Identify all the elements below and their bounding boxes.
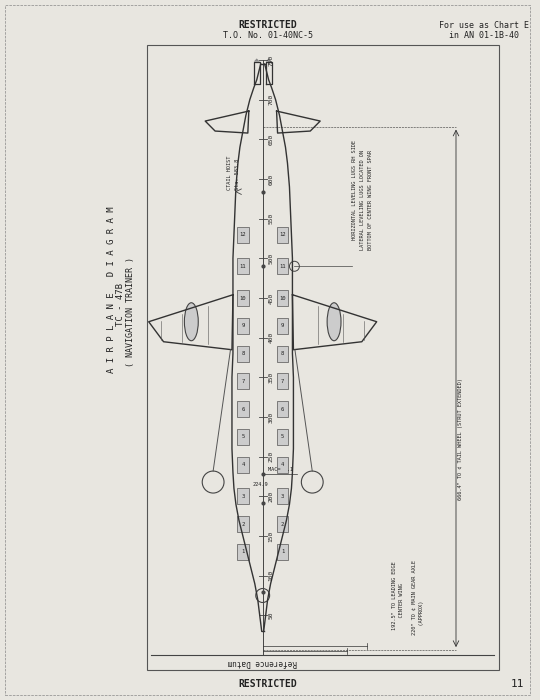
Text: HORIZONTAL LEVELING LUGS RH SIDE: HORIZONTAL LEVELING LUGS RH SIDE — [352, 140, 357, 240]
Text: 2: 2 — [281, 522, 284, 526]
Text: For use as Chart E: For use as Chart E — [439, 20, 529, 29]
Text: 650: 650 — [268, 134, 274, 145]
Bar — [237, 516, 249, 532]
Text: 9: 9 — [281, 323, 284, 328]
Bar — [276, 544, 288, 560]
Text: 4: 4 — [241, 462, 245, 467]
Text: 150: 150 — [268, 531, 274, 542]
Bar — [147, 45, 498, 670]
Text: 1: 1 — [241, 550, 245, 554]
Text: 750: 750 — [268, 55, 274, 66]
Text: 700: 700 — [268, 94, 274, 105]
Text: 500: 500 — [268, 253, 274, 264]
Text: 8: 8 — [241, 351, 245, 356]
Bar — [237, 258, 249, 274]
Bar — [276, 290, 288, 306]
Text: 11: 11 — [511, 679, 524, 689]
Text: 50: 50 — [268, 612, 274, 619]
Text: 9: 9 — [241, 323, 245, 328]
Bar — [237, 401, 249, 417]
Polygon shape — [254, 58, 260, 62]
Text: (APPROX): (APPROX) — [420, 601, 424, 635]
Text: 2: 2 — [241, 522, 245, 526]
Text: 600: 600 — [268, 174, 274, 185]
Bar — [237, 456, 249, 473]
Text: 5: 5 — [241, 434, 245, 440]
Text: 10: 10 — [240, 295, 246, 300]
Bar — [237, 489, 249, 504]
Text: 8: 8 — [281, 351, 284, 356]
Text: 11: 11 — [279, 264, 286, 269]
Text: RESTRICTED: RESTRICTED — [238, 679, 297, 689]
Text: TC - 47B: TC - 47B — [117, 284, 125, 326]
Text: 7: 7 — [281, 379, 284, 384]
Bar — [276, 456, 288, 473]
Text: 11: 11 — [240, 264, 246, 269]
Text: BOTTOM OF CENTER WING FRONT SPAR: BOTTOM OF CENTER WING FRONT SPAR — [368, 150, 373, 250]
Bar — [276, 258, 288, 274]
Text: 350: 350 — [268, 372, 274, 383]
Bar — [237, 544, 249, 560]
Text: 5: 5 — [281, 434, 284, 440]
Text: 4: 4 — [281, 462, 284, 467]
Bar — [237, 318, 249, 334]
Text: CENTER WING: CENTER WING — [400, 583, 404, 630]
Ellipse shape — [184, 302, 198, 341]
Text: 250: 250 — [268, 451, 274, 462]
Text: 6: 6 — [281, 407, 284, 412]
Text: 6: 6 — [241, 407, 245, 412]
Text: 10: 10 — [279, 295, 286, 300]
Bar — [237, 429, 249, 444]
Text: in AN 01-1B-40: in AN 01-1B-40 — [449, 31, 519, 39]
Text: A I R P L A N E   D I A G R A M: A I R P L A N E D I A G R A M — [106, 206, 116, 373]
Text: 400: 400 — [268, 332, 274, 343]
Text: 7: 7 — [241, 379, 245, 384]
Text: 3: 3 — [241, 494, 245, 499]
Text: 450: 450 — [268, 293, 274, 304]
Text: 200: 200 — [268, 491, 274, 502]
Text: 12: 12 — [240, 232, 246, 237]
Bar — [276, 401, 288, 417]
Text: Reference Datum: Reference Datum — [228, 657, 298, 666]
Bar — [276, 227, 288, 242]
Bar — [276, 373, 288, 389]
Bar — [276, 429, 288, 444]
Text: ( NAVIGATION TRAINER ): ( NAVIGATION TRAINER ) — [126, 257, 136, 367]
Bar — [276, 346, 288, 361]
Text: 666.4" TO ¢ TAIL WHEEL (STRUT EXTENDED): 666.4" TO ¢ TAIL WHEEL (STRUT EXTENDED) — [458, 378, 463, 500]
Text: 220" TO ¢ MAIN GEAR AXLE: 220" TO ¢ MAIN GEAR AXLE — [411, 560, 416, 635]
Text: 1: 1 — [281, 550, 284, 554]
Text: 550: 550 — [268, 213, 274, 224]
Bar — [237, 290, 249, 306]
Text: 12: 12 — [279, 232, 286, 237]
Bar — [237, 373, 249, 389]
Text: 100: 100 — [268, 570, 274, 581]
Text: 3: 3 — [281, 494, 284, 499]
Polygon shape — [266, 58, 272, 62]
Bar — [237, 227, 249, 242]
Bar — [237, 346, 249, 361]
Bar — [276, 516, 288, 532]
Text: 224.9: 224.9 — [253, 482, 268, 486]
Text: LATERAL LEVELING LUGS LOCATED ON: LATERAL LEVELING LUGS LOCATED ON — [360, 150, 365, 250]
Text: 192.5" TO LEADING EDGE: 192.5" TO LEADING EDGE — [392, 561, 396, 630]
Text: RESTRICTED: RESTRICTED — [238, 20, 297, 30]
Text: Sta. 583.8: Sta. 583.8 — [235, 159, 240, 190]
Ellipse shape — [327, 302, 341, 341]
Text: 300: 300 — [268, 412, 274, 423]
Text: CTAIL HOIST: CTAIL HOIST — [227, 156, 233, 190]
Bar — [276, 489, 288, 504]
Text: MAC=  .1: MAC= .1 — [268, 467, 293, 472]
Bar — [276, 318, 288, 334]
Text: T.O. No. 01-40NC-5: T.O. No. 01-40NC-5 — [222, 31, 313, 39]
